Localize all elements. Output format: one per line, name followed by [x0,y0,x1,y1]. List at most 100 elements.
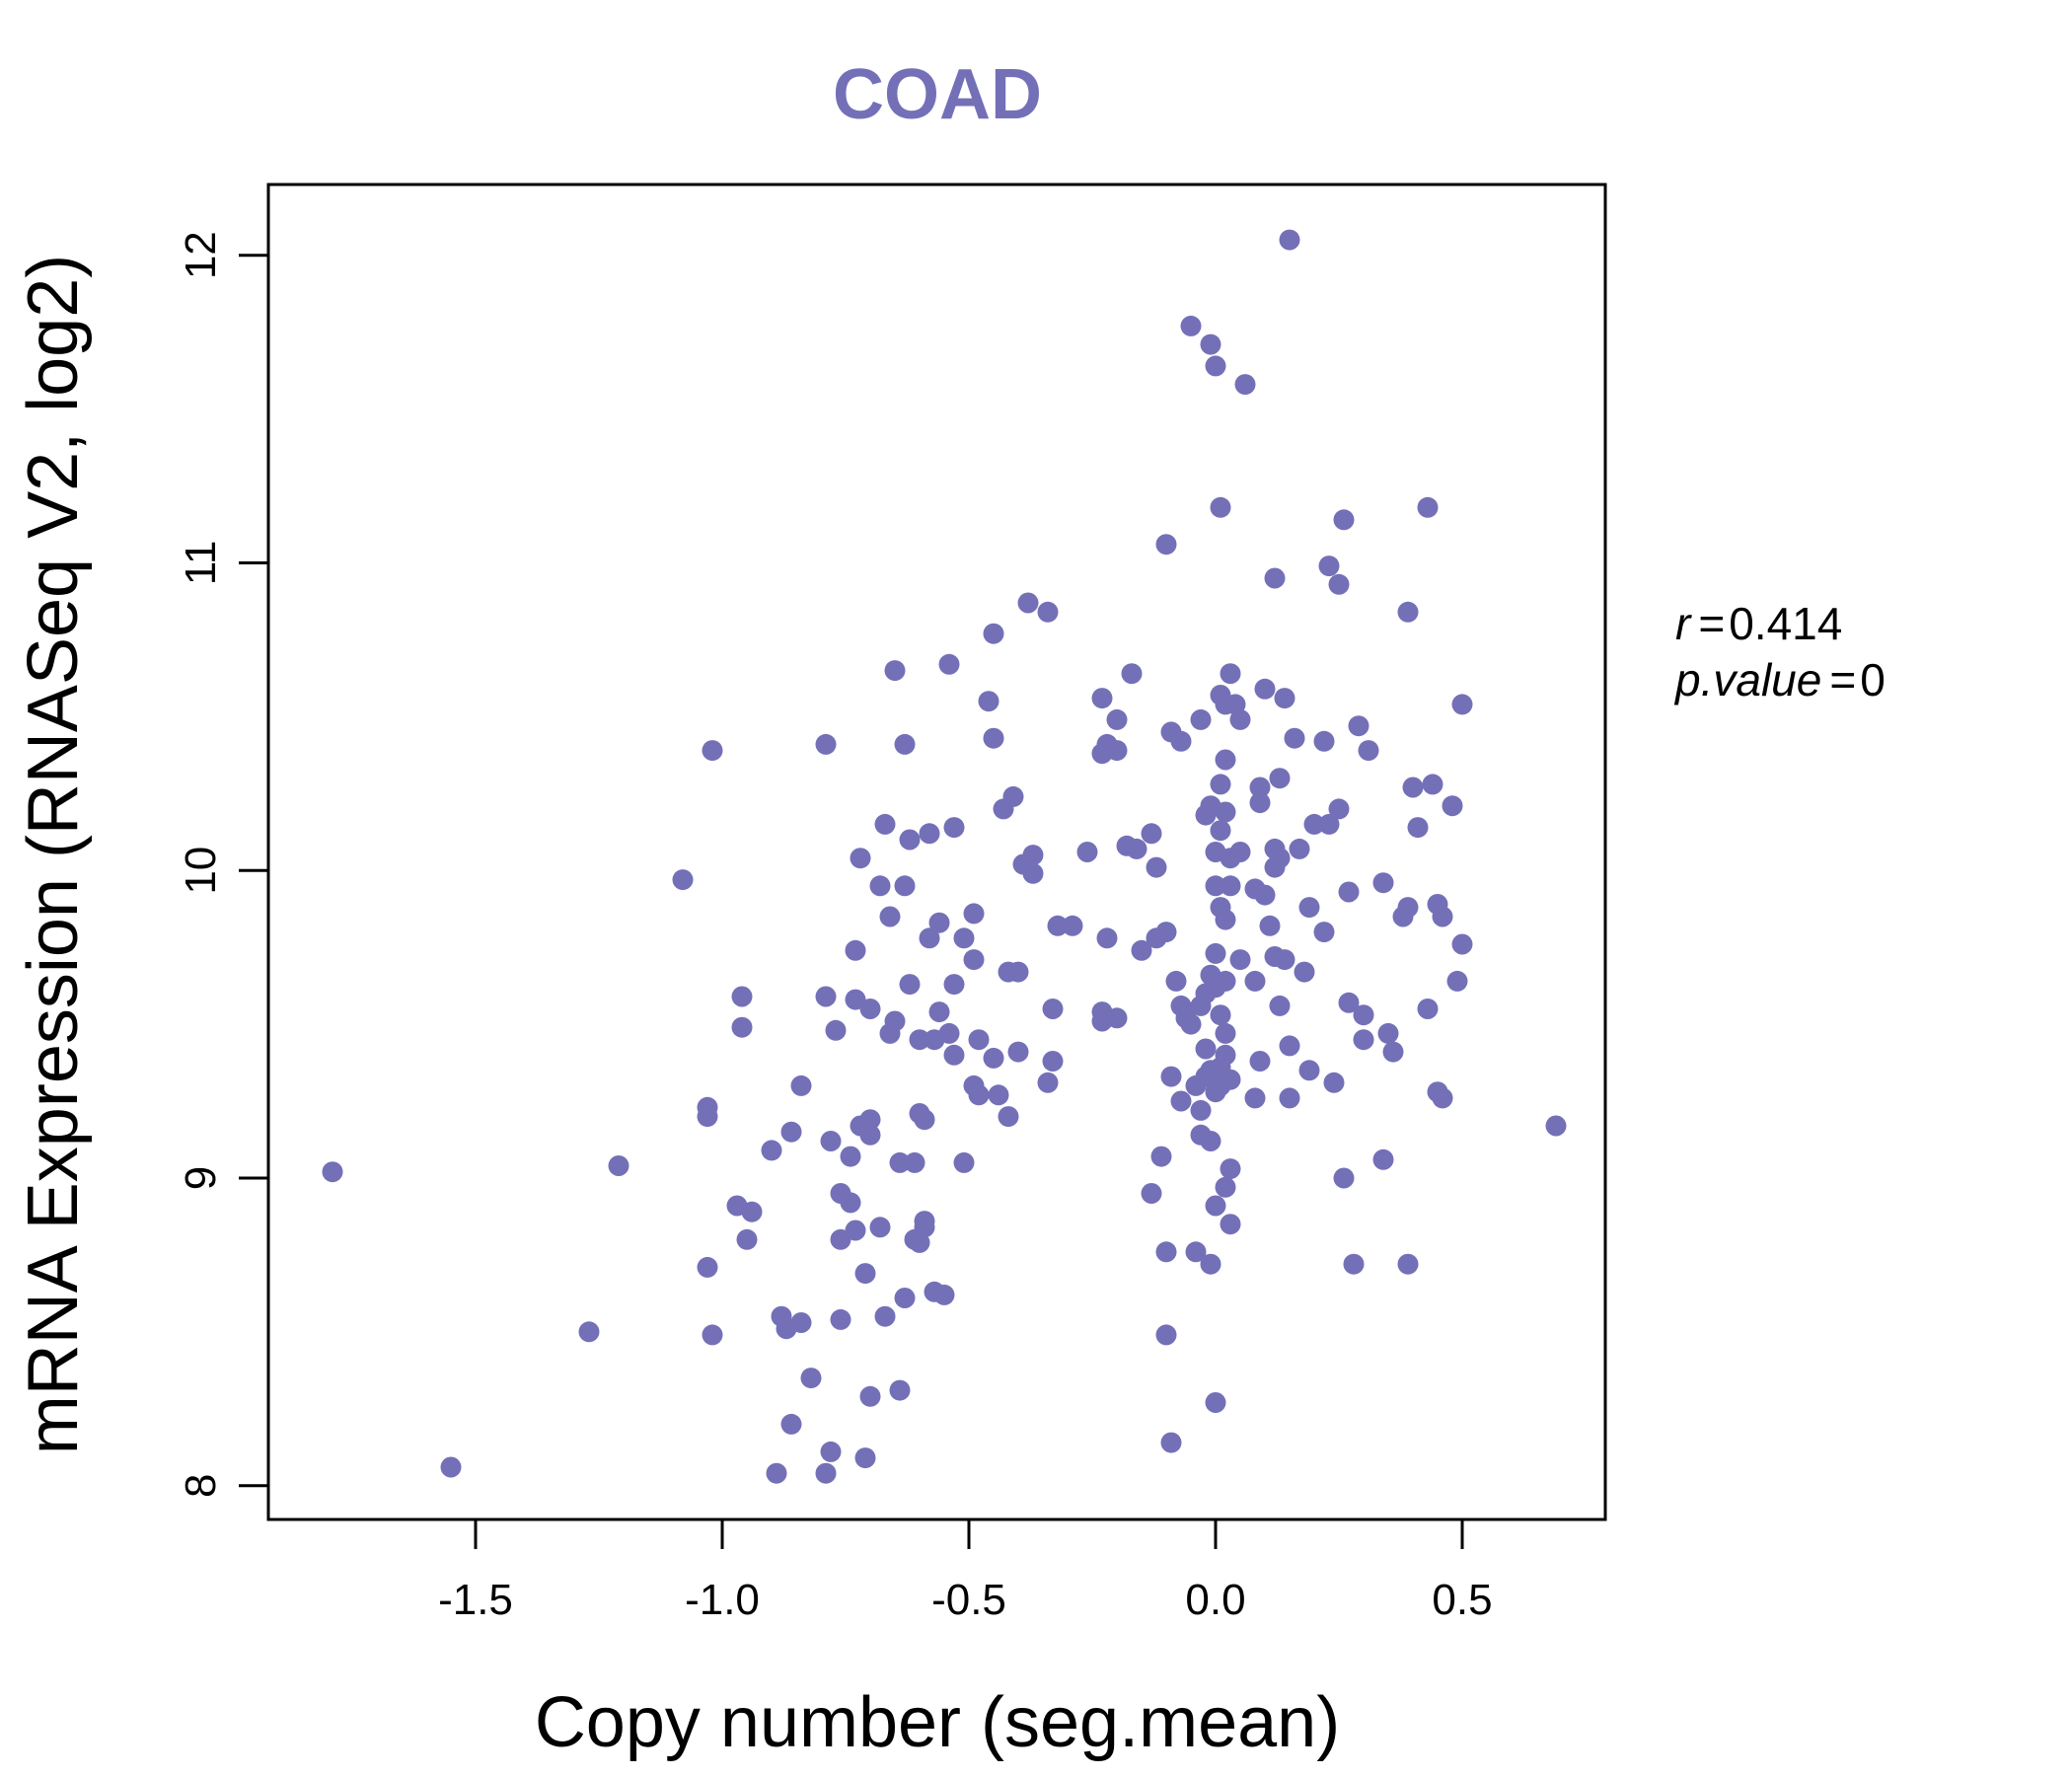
data-point [1432,1087,1453,1109]
data-point [736,1228,758,1250]
data-point [845,939,866,961]
data-point [780,1413,802,1435]
data-point [1155,1324,1177,1346]
data-point [874,1305,896,1327]
data-point [1215,1022,1236,1044]
data-point [1298,1060,1320,1081]
data-point [1229,949,1251,971]
data-point [1451,933,1473,955]
data-point [845,989,866,1010]
data-point [731,1016,753,1038]
data-point [815,1462,837,1484]
data-point [933,1284,955,1305]
data-point [983,1047,1004,1069]
data-point [1269,995,1291,1016]
data-point [820,1441,842,1462]
data-point [998,1106,1019,1128]
chart-title: COAD [833,55,1042,134]
data-point [1042,1051,1064,1072]
data-point [928,912,950,933]
data-point [869,1217,891,1238]
data-point [1155,534,1177,555]
data-point [815,733,837,755]
data-point [761,1140,782,1161]
data-point [1372,872,1394,894]
data-point [854,1447,876,1469]
data-point [1185,1241,1207,1263]
data-point [1442,795,1463,817]
correlation-annotation: r =0.414 [1675,598,1842,649]
x-tick-label: 0.0 [1185,1576,1245,1624]
data-point [790,1312,812,1333]
data-point [440,1456,462,1478]
data-point [1333,509,1355,531]
data-point [1333,1167,1355,1189]
data-point [1234,374,1256,396]
data-point [1180,315,1202,336]
data-point [1022,845,1044,866]
data-point [899,974,921,996]
data-point [1037,1072,1059,1093]
data-point [1372,1148,1394,1170]
data-point [1338,881,1360,903]
data-point [943,974,965,996]
data-point [953,1151,975,1173]
data-point [1269,848,1291,869]
data-point [1313,730,1335,752]
data-point [854,1263,876,1285]
data-point [1210,820,1231,842]
data-point [1205,942,1226,964]
data-point [800,1368,822,1389]
data-point [1220,1214,1241,1235]
x-tick-label: -0.5 [931,1576,1006,1624]
x-axis: -1.5 -1.0 -0.5 0.0 0.5 [438,1517,1493,1624]
data-point [790,1074,812,1096]
data-point [938,653,960,675]
data-point [830,1308,851,1330]
data-point [1254,884,1276,906]
data-point [968,1029,990,1051]
data-point [1042,999,1064,1019]
y-tick-label: 8 [177,1473,225,1497]
p-value: 0 [1860,654,1886,705]
y-tick-label: 10 [177,847,225,895]
data-point [1091,688,1113,709]
data-point [894,733,916,755]
data-point [1407,817,1429,839]
data-point [1205,875,1226,897]
y-tick-label: 9 [177,1166,225,1190]
data-point [1131,939,1152,961]
data-point [672,869,694,891]
data-point [1205,1392,1226,1413]
data-point [1215,801,1236,823]
data-point [1170,730,1192,752]
data-point [1249,792,1271,814]
data-point [1106,708,1128,730]
data-point [850,848,871,869]
data-point [702,1324,723,1346]
data-point [322,1161,343,1183]
data-point [1318,813,1340,835]
data-point [1229,708,1251,730]
data-point [1279,1035,1300,1057]
data-point [899,829,921,851]
data-point [963,949,985,971]
data-point [938,1022,960,1044]
data-point [909,1029,930,1051]
data-point [1402,777,1424,798]
data-point [1215,970,1236,992]
data-point [919,927,940,949]
data-point [1022,862,1044,884]
data-point [1284,727,1305,749]
plot-frame [266,183,1607,1521]
data-point [1180,1013,1202,1035]
data-point [1200,1131,1221,1151]
data-point [1446,970,1468,992]
data-point [894,1288,916,1308]
y-axis-label: mRNA Expression (RNASeq V2, log2) [14,255,93,1454]
data-point [1205,1195,1226,1217]
data-point [1210,1004,1231,1026]
y-tick-label: 12 [177,231,225,279]
data-point [1249,1051,1271,1072]
